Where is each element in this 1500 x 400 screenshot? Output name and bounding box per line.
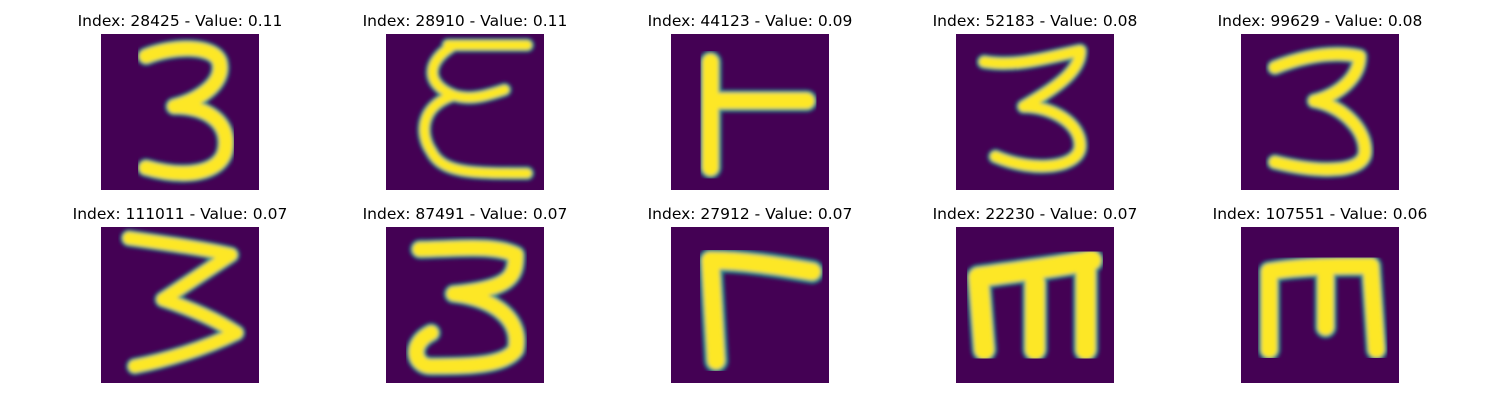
glyph-stroke	[1261, 258, 1385, 358]
sample-title: Index: 111011 - Value: 0.07	[72, 205, 288, 223]
glyph-stroke	[419, 40, 532, 178]
sample-title: Index: 27912 - Value: 0.07	[647, 205, 853, 223]
sample-cell: Index: 27912 - Value: 0.07	[610, 205, 890, 395]
sample-title: Index: 99629 - Value: 0.08	[1217, 12, 1423, 30]
digit-image	[956, 227, 1114, 383]
sample-title: Index: 107551 - Value: 0.06	[1212, 205, 1428, 223]
glyph-stroke	[1269, 48, 1371, 175]
glyph-stroke	[702, 252, 821, 370]
glyph-stroke	[702, 54, 815, 176]
sample-title: Index: 28425 - Value: 0.11	[77, 12, 283, 30]
digit-image	[1241, 227, 1399, 383]
sample-title: Index: 87491 - Value: 0.07	[362, 205, 568, 223]
digit-image	[101, 34, 259, 190]
glyph-stroke	[409, 240, 524, 374]
sample-title: Index: 22230 - Value: 0.07	[932, 205, 1138, 223]
glyph-stroke	[139, 41, 233, 180]
sample-cell: Index: 111011 - Value: 0.07	[40, 205, 320, 395]
digit-image	[671, 34, 829, 190]
sample-cell: Index: 28425 - Value: 0.11	[40, 12, 320, 202]
glyph-stroke	[979, 45, 1086, 172]
sample-cell: Index: 52183 - Value: 0.08	[895, 12, 1175, 202]
digit-image	[386, 227, 544, 383]
digit-image	[671, 227, 829, 383]
sample-cell: Index: 28910 - Value: 0.11	[325, 12, 605, 202]
glyph-stroke	[968, 250, 1102, 360]
sample-title: Index: 52183 - Value: 0.08	[932, 12, 1138, 30]
sample-cell: Index: 99629 - Value: 0.08	[1180, 12, 1460, 202]
digit-image	[101, 227, 259, 383]
digit-image	[1241, 34, 1399, 190]
sample-cell: Index: 87491 - Value: 0.07	[325, 205, 605, 395]
glyph-stroke	[123, 232, 243, 373]
digit-image	[386, 34, 544, 190]
sample-title: Index: 44123 - Value: 0.09	[647, 12, 853, 30]
sample-cell: Index: 22230 - Value: 0.07	[895, 205, 1175, 395]
sample-cell: Index: 44123 - Value: 0.09	[610, 12, 890, 202]
digit-image	[956, 34, 1114, 190]
sample-cell: Index: 107551 - Value: 0.06	[1180, 205, 1460, 395]
sample-title: Index: 28910 - Value: 0.11	[362, 12, 568, 30]
